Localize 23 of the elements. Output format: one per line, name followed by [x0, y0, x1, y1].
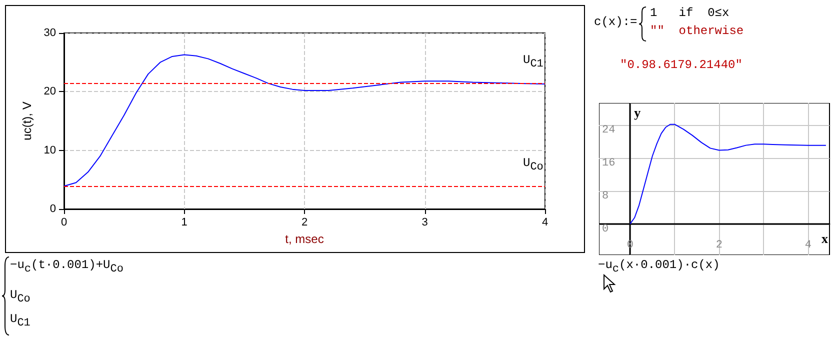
text: "" otherwise [650, 24, 744, 38]
y-tick-label: 24 [602, 124, 616, 137]
y-axis-title: y [634, 105, 642, 120]
x-axis-title: t, msec [285, 232, 324, 246]
text: 1 if 0≤x [650, 6, 730, 20]
y-tick-label: 16 [602, 158, 616, 170]
line-series [64, 54, 546, 187]
x-tick-label: 2 [301, 216, 308, 228]
y-tick-label: 20 [44, 86, 56, 98]
x-tick-label: 2 [716, 240, 722, 252]
x-tick-label: 1 [181, 216, 188, 228]
x-tick-label: 4 [542, 216, 548, 228]
y-tick-label: 0 [50, 203, 56, 215]
y-tick-label: 10 [44, 144, 56, 156]
y-axis-title: uc(t), V [20, 102, 34, 140]
x-axis-title: x [822, 230, 828, 246]
y-tick-label: 30 [44, 27, 56, 39]
text: c(x):= [594, 15, 638, 29]
x-tick-label: 3 [422, 216, 428, 228]
text: "0.98.6179.21440" [620, 58, 742, 72]
x-tick-label: 0 [60, 216, 68, 228]
y-tick-label: 8 [602, 190, 609, 202]
x-tick-label: 4 [804, 240, 812, 252]
